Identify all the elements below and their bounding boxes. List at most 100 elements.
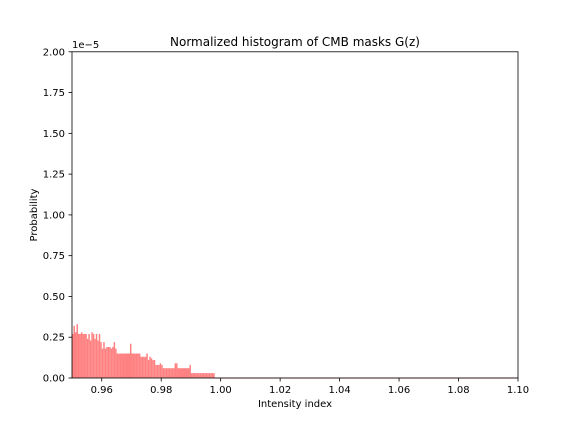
histogram-bar: [187, 368, 190, 378]
histogram-bar: [129, 343, 132, 378]
histogram-bar: [113, 342, 116, 378]
histogram-bar: [137, 353, 139, 378]
histogram-bar: [159, 363, 162, 378]
histogram-bar: [211, 373, 214, 378]
histogram-bar: [184, 368, 187, 378]
histogram-bar: [204, 373, 206, 378]
histogram-bar: [74, 332, 77, 378]
histogram-bar: [101, 348, 104, 378]
histogram-bar: [161, 364, 163, 378]
histogram-bar: [177, 368, 180, 378]
histogram-bar: [72, 333, 74, 378]
histogram-bar: [186, 368, 188, 378]
y-tick-label: 1.00: [43, 210, 65, 221]
histogram-bar: [202, 373, 205, 378]
histogram-bar: [98, 333, 101, 378]
histogram-bar: [94, 338, 96, 378]
histogram-bar: [135, 353, 138, 378]
y-tick-label: 1.75: [43, 88, 65, 99]
histogram-bar: [167, 368, 169, 378]
histogram-bar: [213, 373, 215, 378]
histogram-bar: [103, 342, 105, 378]
histogram-bar: [140, 356, 142, 378]
histogram-bar: [95, 333, 98, 378]
histogram-bar: [205, 373, 208, 378]
histogram-bar: [121, 353, 123, 378]
histogram-bars: [72, 324, 518, 379]
histogram-bar: [79, 333, 81, 378]
histogram-bar: [77, 333, 80, 378]
histogram-bar: [162, 368, 165, 378]
y-axis: 0.00 0.25 0.50 0.75 1.00 1.25 1.50 1.75 2.00: [43, 47, 72, 385]
x-tick-label: 1.02: [269, 385, 291, 396]
histogram-bar: [134, 353, 136, 378]
histogram-bar: [171, 368, 174, 378]
histogram-bar: [196, 373, 199, 378]
histogram-bar: [182, 368, 184, 378]
y-tick-label: 2.00: [43, 47, 65, 58]
histogram-bar: [138, 353, 141, 378]
histogram-bar: [176, 363, 178, 378]
histogram-bar: [183, 368, 185, 378]
histogram-bar: [91, 332, 93, 378]
histogram-bar: [156, 364, 159, 378]
histogram-bar: [158, 364, 160, 378]
histogram-bar: [199, 373, 202, 378]
histogram-bar: [173, 368, 175, 378]
y-tick-label: 1.50: [43, 129, 65, 140]
histogram-bar: [210, 373, 212, 378]
histogram-bar: [127, 353, 129, 378]
histogram-bar: [143, 356, 145, 378]
histogram-bar: [119, 353, 122, 378]
histogram-bar: [201, 373, 203, 378]
histogram-bar: [141, 356, 144, 378]
histogram-bar: [207, 373, 209, 378]
histogram-bar: [168, 368, 171, 378]
histogram-bar: [106, 347, 108, 378]
histogram-bar: [73, 325, 75, 378]
histogram-bar: [174, 363, 177, 378]
histogram-bar: [132, 353, 135, 378]
histogram-bar: [85, 333, 87, 378]
histogram-bar: [100, 342, 102, 378]
histogram-bar: [86, 338, 89, 378]
histogram-bar: [190, 373, 193, 378]
y-tick-label: 0.75: [43, 251, 65, 262]
y-tick-label: 1.25: [43, 170, 65, 181]
histogram-bar: [107, 347, 110, 378]
histogram-bar: [76, 324, 78, 378]
histogram-bar: [149, 356, 151, 378]
histogram-bar: [104, 348, 107, 378]
x-axis-title: Intensity index: [258, 399, 332, 410]
histogram-bar: [109, 347, 111, 378]
histogram-bar: [147, 360, 150, 378]
x-tick-label: 1.06: [388, 385, 410, 396]
histogram-bar: [112, 347, 114, 378]
histogram-bar: [146, 353, 148, 378]
histogram-bar: [179, 368, 181, 378]
histogram-bar: [115, 348, 117, 378]
histogram-bar: [89, 340, 92, 378]
histogram-bar: [153, 360, 156, 378]
histogram-bar: [150, 358, 153, 378]
histogram-bar: [170, 368, 172, 378]
histogram-bar: [195, 373, 197, 378]
histogram-bar: [128, 353, 130, 378]
histogram-bar: [88, 333, 90, 378]
histogram-bar: [144, 356, 147, 378]
histogram-bar: [192, 373, 194, 378]
histogram-bar: [124, 353, 126, 378]
histogram-bar: [116, 353, 119, 378]
y-tick-label: 0.50: [43, 292, 65, 303]
x-axis: 0.96 0.98 1.00 1.02 1.04 1.06 1.08 1.10: [91, 378, 529, 396]
histogram-bar: [152, 360, 154, 378]
histogram-bar: [110, 348, 113, 378]
histogram-bar: [198, 373, 200, 378]
histogram-bar: [189, 364, 191, 378]
y-tick-label: 0.00: [43, 374, 65, 385]
histogram-bar: [180, 368, 183, 378]
x-tick-label: 1.08: [447, 385, 469, 396]
histogram-bar: [193, 373, 196, 378]
y-tick-label: 0.25: [43, 333, 65, 344]
